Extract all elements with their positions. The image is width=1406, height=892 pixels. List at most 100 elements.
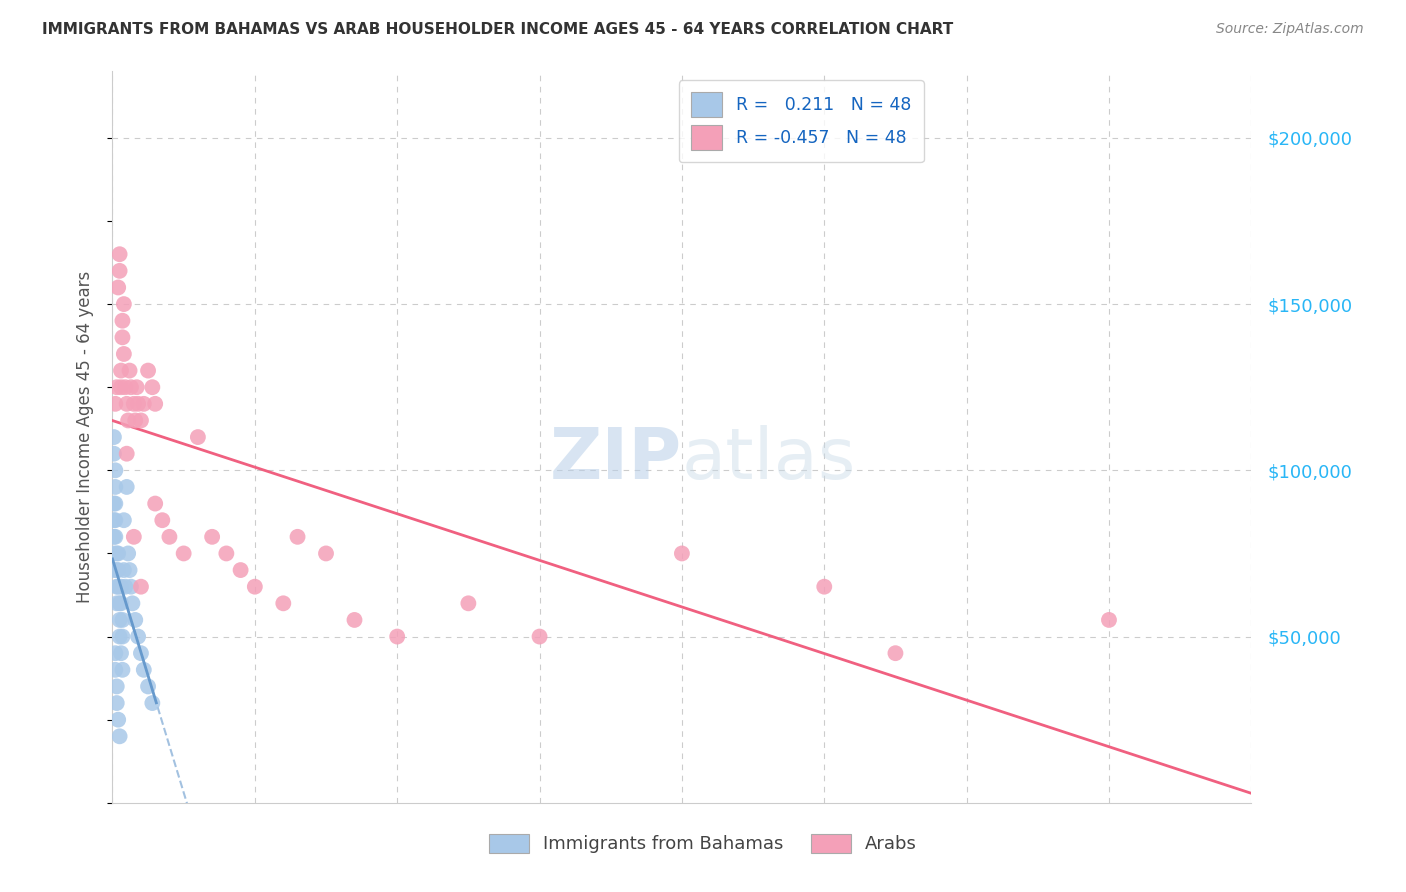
Point [110,646,132,660]
Point [103,513,125,527]
Point [187,430,209,444]
Point [105,546,128,560]
Point [103,497,125,511]
Point [108,613,131,627]
Point [141,380,163,394]
Point [103,530,125,544]
Point [104,397,127,411]
Point [108,729,131,743]
Point [287,530,309,544]
Point [112,297,135,311]
Point [201,530,224,544]
Point [105,680,128,694]
Point [173,546,195,560]
Legend: Immigrants from Bahamas, Arabs: Immigrants from Bahamas, Arabs [482,826,924,861]
Point [105,563,128,577]
Point [143,497,166,511]
Point [107,546,129,560]
Point [107,580,129,594]
Point [103,447,125,461]
Point [104,663,127,677]
Point [129,413,152,427]
Point [108,630,131,644]
Point [103,546,125,560]
Point [112,513,135,527]
Point [108,264,131,278]
Point [120,380,142,394]
Point [103,563,125,577]
Point [114,580,136,594]
Point [1098,613,1121,627]
Point [111,330,134,344]
Point [105,580,128,594]
Point [108,596,131,610]
Point [136,363,159,377]
Point [112,563,135,577]
Point [124,613,146,627]
Point [107,280,129,294]
Point [110,363,132,377]
Point [105,596,128,610]
Point [671,546,693,560]
Point [110,380,132,394]
Point [111,314,134,328]
Point [143,397,166,411]
Point [107,563,129,577]
Point [529,630,551,644]
Point [141,696,163,710]
Point [105,380,128,394]
Point [118,363,141,377]
Point [120,580,142,594]
Point [343,613,366,627]
Point [271,596,295,610]
Point [111,663,134,677]
Point [813,580,835,594]
Legend: R =   0.211   N = 48, R = -0.457   N = 48: R = 0.211 N = 48, R = -0.457 N = 48 [679,80,924,162]
Point [107,713,129,727]
Point [114,380,136,394]
Point [108,247,131,261]
Point [115,447,138,461]
Point [132,663,155,677]
Point [105,696,128,710]
Point [127,397,149,411]
Y-axis label: Householder Income Ages 45 - 64 years: Householder Income Ages 45 - 64 years [76,271,94,603]
Point [125,380,148,394]
Point [124,413,146,427]
Point [159,530,180,544]
Point [129,646,152,660]
Point [136,680,159,694]
Point [104,513,127,527]
Point [104,530,127,544]
Point [243,580,266,594]
Point [884,646,907,660]
Point [104,463,127,477]
Point [215,546,238,560]
Point [111,613,134,627]
Text: atlas: atlas [682,425,856,493]
Point [122,530,145,544]
Point [115,397,138,411]
Point [110,596,132,610]
Point [132,397,155,411]
Point [103,430,125,444]
Text: Source: ZipAtlas.com: Source: ZipAtlas.com [1216,22,1364,37]
Point [129,580,152,594]
Point [117,546,139,560]
Point [118,563,141,577]
Point [112,347,135,361]
Text: IMMIGRANTS FROM BAHAMAS VS ARAB HOUSEHOLDER INCOME AGES 45 - 64 YEARS CORRELATIO: IMMIGRANTS FROM BAHAMAS VS ARAB HOUSEHOL… [42,22,953,37]
Point [122,397,145,411]
Point [117,413,139,427]
Point [150,513,173,527]
Point [104,497,127,511]
Point [385,630,409,644]
Point [457,596,479,610]
Point [127,630,149,644]
Point [229,563,252,577]
Point [104,646,127,660]
Point [115,480,138,494]
Text: ZIP: ZIP [550,425,682,493]
Point [110,580,132,594]
Point [111,630,134,644]
